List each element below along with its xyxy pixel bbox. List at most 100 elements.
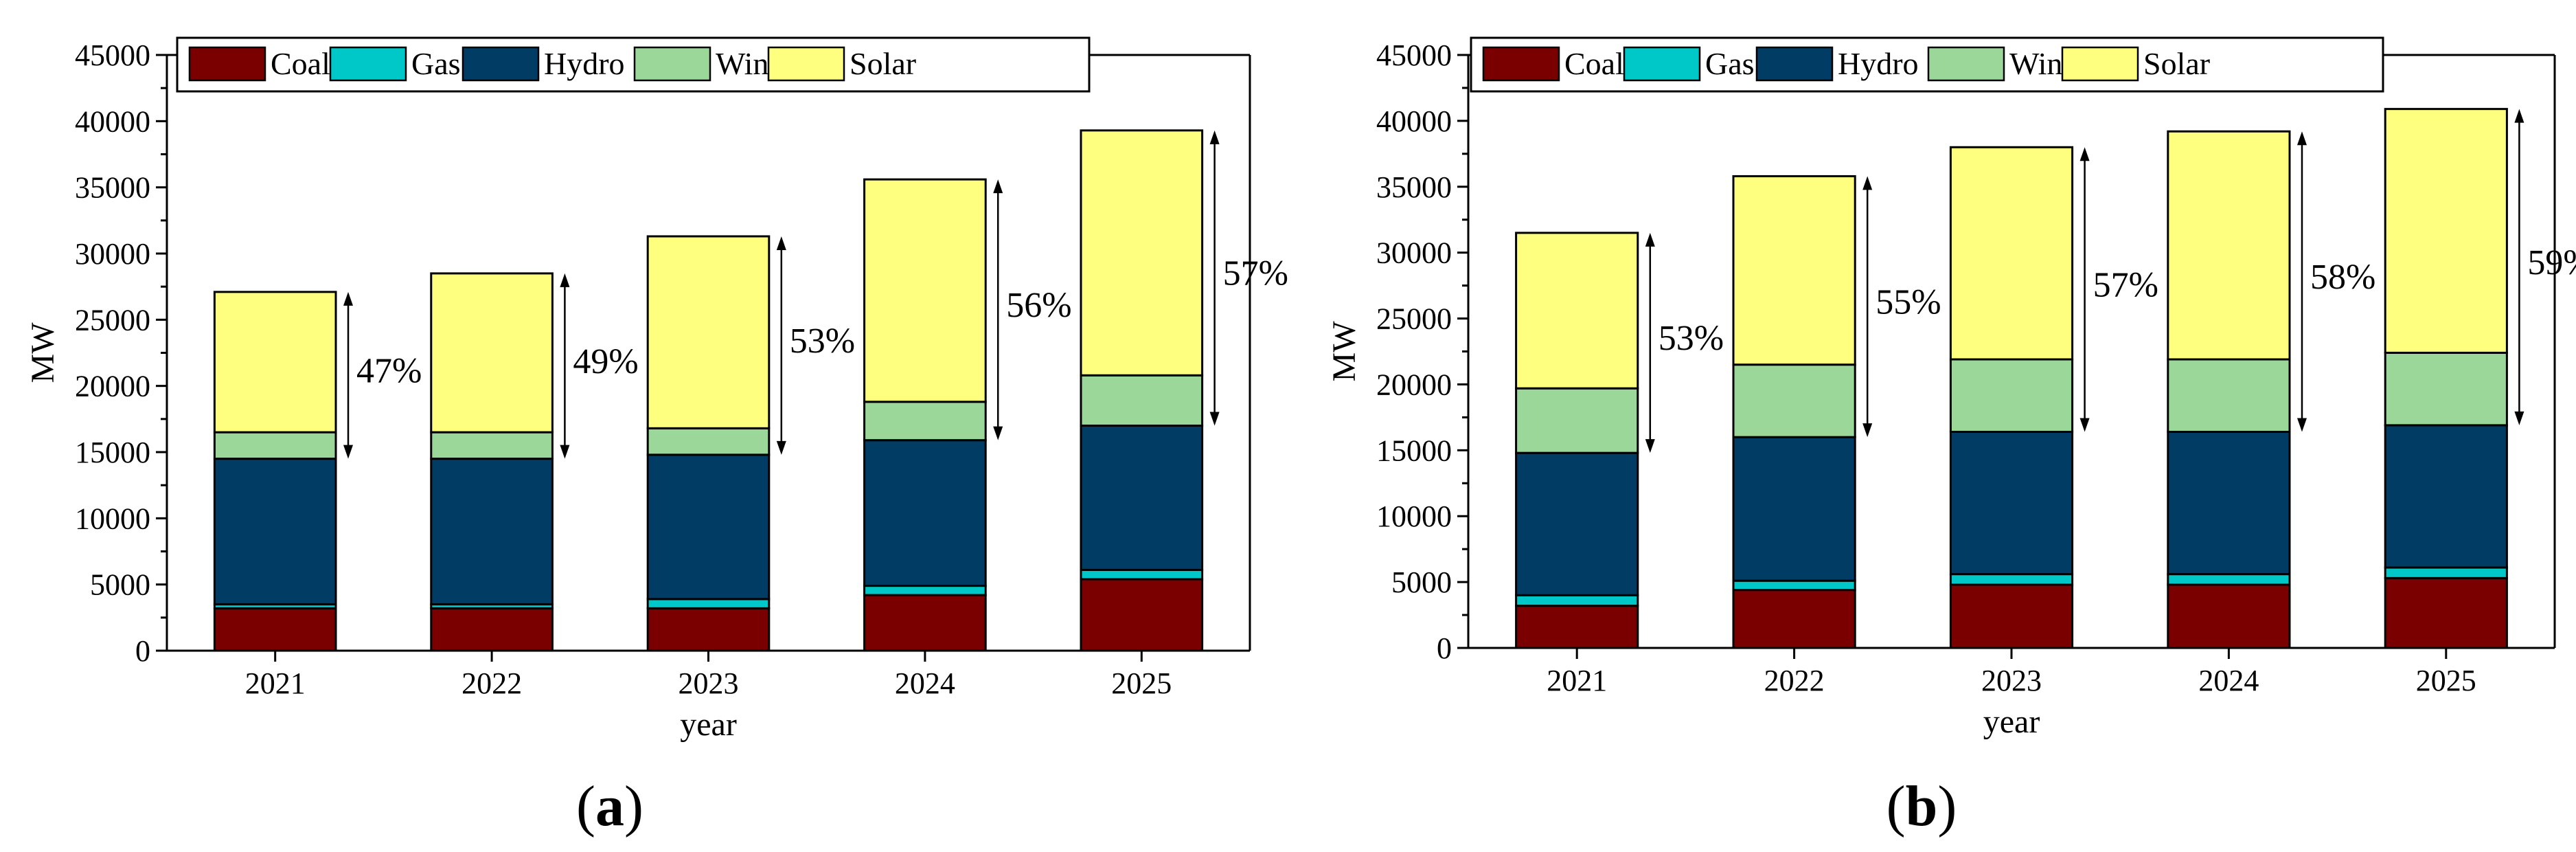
bar-wind-2024 — [863, 401, 987, 442]
panel-label-b: (b) — [1886, 774, 1957, 838]
legend-label-coal: Coal — [1564, 46, 1624, 81]
bar-gas-2025 — [1080, 568, 1204, 581]
y-tick-label: 10000 — [75, 502, 150, 535]
x-tick-label: 2023 — [679, 666, 739, 700]
legend-swatch-gas — [329, 46, 407, 82]
bar-hydro-2025 — [2384, 424, 2508, 569]
y-tick-label: 45000 — [1376, 38, 1452, 72]
share-arrow-head-up — [2079, 147, 2090, 161]
x-tick-label: 2024 — [895, 666, 955, 700]
share-annotation: 55% — [1876, 282, 1941, 322]
bar-solar-2021 — [1515, 232, 1639, 390]
share-arrow-head-down — [1209, 412, 1220, 426]
bar-coal-2023 — [646, 607, 771, 652]
y-axis-label: MW — [25, 322, 61, 383]
bar-wind-2024 — [2167, 358, 2291, 433]
y-tick-label: 20000 — [1376, 368, 1452, 401]
bar-hydro-2025 — [1080, 424, 1204, 571]
share-arrow-head-up — [776, 236, 786, 250]
share-arrow-head-up — [993, 179, 1003, 194]
legend-swatch-hydro — [461, 46, 540, 82]
x-tick-label: 2023 — [1981, 664, 2042, 697]
share-arrow-head-down — [343, 445, 354, 459]
share-arrow-head-up — [2296, 131, 2307, 146]
y-tick-label: 40000 — [75, 104, 150, 138]
bar-coal-2025 — [1080, 578, 1204, 652]
legend-label-solar: Solar — [850, 46, 916, 81]
bar-wind-2023 — [646, 427, 771, 456]
bar-wind-2025 — [1080, 374, 1204, 427]
y-tick-label: 35000 — [1376, 170, 1452, 204]
bar-solar-2021 — [213, 291, 337, 434]
x-tick-label: 2021 — [245, 666, 306, 700]
y-tick-label: 45000 — [75, 38, 150, 72]
y-tick-label: 40000 — [1376, 104, 1452, 138]
y-tick-label: 5000 — [90, 568, 150, 602]
bar-gas-2025 — [2384, 566, 2508, 579]
bar-gas-2024 — [863, 585, 987, 596]
share-arrow-head-up — [1645, 232, 1655, 247]
bar-coal-2021 — [213, 607, 337, 652]
legend-label-gas: Gas — [411, 46, 461, 81]
share-annotation: 47% — [356, 351, 422, 390]
share-annotation: 57% — [1223, 254, 1288, 293]
bar-coal-2022 — [430, 607, 554, 652]
share-arrow-head-down — [776, 440, 786, 455]
share-annotation: 49% — [573, 342, 638, 381]
share-arrow-head-up — [343, 291, 354, 306]
bar-coal-2021 — [1515, 605, 1639, 649]
y-tick-label: 20000 — [75, 370, 150, 403]
legend-swatch-coal — [1482, 46, 1560, 82]
share-arrow-head-down — [1645, 439, 1655, 453]
x-tick-label: 2025 — [1111, 666, 1172, 700]
x-tick-label: 2022 — [1764, 664, 1825, 697]
share-annotation: 53% — [790, 322, 855, 361]
y-tick-label: 15000 — [1376, 434, 1452, 467]
share-arrow-head-down — [993, 426, 1003, 440]
share-annotation: 59% — [2527, 243, 2576, 282]
bar-coal-2022 — [1732, 589, 1856, 649]
share-arrow-head-down — [2079, 418, 2090, 432]
share-arrow-head-down — [2514, 411, 2524, 425]
legend-box — [176, 36, 1091, 93]
y-tick-label: 30000 — [75, 237, 150, 271]
bar-coal-2025 — [2384, 576, 2508, 649]
bar-wind-2021 — [213, 431, 337, 460]
share-arrow-head-down — [2296, 418, 2307, 432]
x-tick-label: 2024 — [2198, 664, 2259, 697]
bar-wind-2021 — [1515, 387, 1639, 454]
bar-solar-2025 — [1080, 129, 1204, 377]
bar-hydro-2022 — [430, 458, 554, 606]
legend-label-coal: Coal — [271, 46, 330, 81]
share-arrow-head-down — [1862, 423, 1873, 438]
bar-solar-2022 — [430, 272, 554, 434]
x-axis-label: year — [680, 706, 737, 743]
bar-solar-2023 — [1949, 146, 2074, 361]
x-axis-label: year — [1983, 704, 2040, 740]
bar-wind-2023 — [1949, 358, 2074, 433]
x-tick-label: 2022 — [461, 666, 522, 700]
legend-swatch-coal — [188, 46, 266, 82]
chart-a: 0 5000 10000 15000 20000 25000 30000 35000 40000… — [25, 36, 1288, 743]
share-arrow-head-down — [560, 445, 570, 459]
y-tick-label: 30000 — [1376, 236, 1452, 270]
share-annotation: 53% — [1659, 319, 1724, 358]
y-tick-label: 25000 — [75, 303, 150, 337]
legend-swatch-solar — [767, 46, 845, 82]
share-annotation: 56% — [1006, 286, 1071, 325]
y-tick-label: 5000 — [1391, 565, 1452, 599]
bar-hydro-2024 — [863, 439, 987, 587]
legend-swatch-hydro — [1755, 46, 1834, 82]
chart-b: 0 5000 10000 15000 20000 25000 30000 35000 40000… — [1326, 36, 2576, 740]
bar-wind-2025 — [2384, 351, 2508, 427]
y-tick-label: 15000 — [75, 436, 150, 469]
bar-gas-2023 — [1949, 573, 2074, 586]
y-tick-label: 10000 — [1376, 500, 1452, 533]
bar-hydro-2024 — [2167, 430, 2291, 576]
legend-swatch-wind — [633, 46, 711, 82]
bar-solar-2024 — [863, 178, 987, 403]
legend-label-gas: Gas — [1705, 46, 1755, 81]
share-annotation: 58% — [2310, 258, 2375, 297]
bar-gas-2024 — [2167, 573, 2291, 586]
